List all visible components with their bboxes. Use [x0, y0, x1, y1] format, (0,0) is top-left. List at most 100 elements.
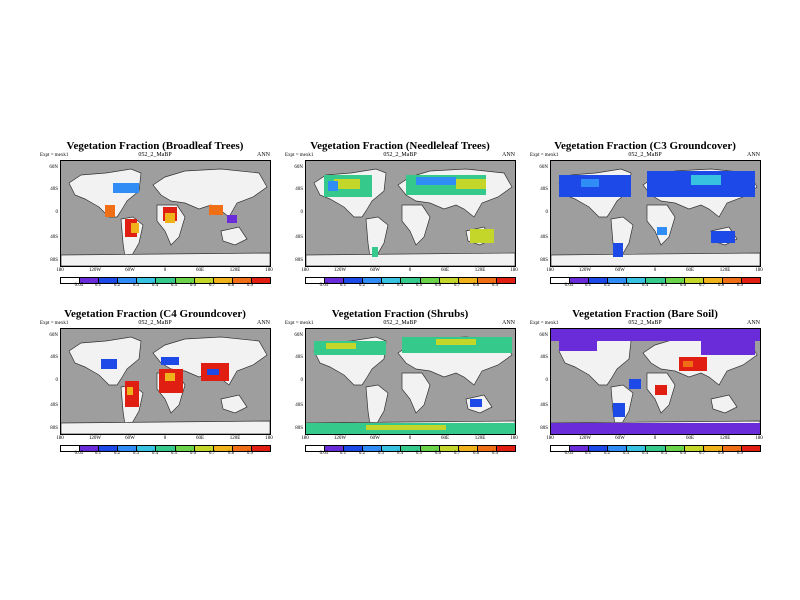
colorbar: [305, 445, 516, 452]
colorbar-swatch: [251, 446, 271, 451]
colorbar-swatch: [194, 446, 214, 451]
lat-label: 0: [55, 210, 59, 215]
season-label: ANN: [257, 152, 270, 158]
lon-label: 0: [408, 436, 412, 441]
colorbar-label: 0.3: [377, 283, 385, 288]
colorbar-swatch: [439, 278, 459, 283]
expt-label: Expt = mexk1: [40, 321, 69, 326]
colorbar-swatch: [665, 446, 685, 451]
lon-label: 0: [408, 268, 412, 273]
lon-label: 120E: [719, 436, 731, 441]
colorbar-swatch: [646, 446, 666, 451]
colorbar-label: 0.6: [679, 451, 687, 456]
colorbar-swatch: [251, 278, 271, 283]
colorbar-swatch: [137, 446, 157, 451]
expt-label: Expt = mexk1: [40, 153, 69, 158]
lon-label: 0: [653, 268, 657, 273]
colorbar-swatch: [608, 278, 628, 283]
colorbar-label: 0.8: [472, 283, 480, 288]
colorbar-label: 0.3: [377, 451, 385, 456]
lon-label: 180: [301, 268, 309, 273]
lon-label: 60E: [440, 436, 450, 441]
colorbar-label: 0.7: [208, 283, 216, 288]
lon-label: 60E: [685, 436, 695, 441]
colorbar-label: 0.7: [698, 451, 706, 456]
colorbar-swatch: [194, 278, 214, 283]
colorbar-swatch: [382, 446, 402, 451]
colorbar-swatch: [551, 446, 571, 451]
colorbar-label: 0.3: [132, 451, 140, 456]
colorbar-label: 0.3: [622, 451, 630, 456]
colorbar-label: 0.9: [491, 451, 499, 456]
lon-label: 180: [265, 436, 273, 441]
colorbar-swatch: [401, 446, 421, 451]
colorbar-swatch: [589, 278, 609, 283]
colorbar-label: 0.6: [434, 283, 442, 288]
lon-label: 120W: [88, 436, 102, 441]
vegetation-overlay: [551, 329, 760, 434]
lon-label: 180: [546, 268, 554, 273]
colorbar-swatch: [608, 446, 628, 451]
colorbar-swatch: [325, 446, 345, 451]
colorbar: [60, 445, 271, 452]
lon-label: 120W: [88, 268, 102, 273]
lon-label: 180: [301, 436, 309, 441]
case-name: 052_2_MaBP: [138, 320, 172, 326]
colorbar-label: 0.5: [660, 451, 668, 456]
colorbar-label: 0.5: [415, 283, 423, 288]
colorbar-swatch: [118, 446, 138, 451]
colorbar-label: 0.05: [564, 283, 574, 288]
world-map: [305, 160, 516, 267]
colorbar-label: 0.05: [564, 451, 574, 456]
lon-label: 120E: [229, 268, 241, 273]
lon-label: 60W: [125, 436, 135, 441]
vegetation-overlay: [324, 175, 494, 257]
lat-label: 80S: [295, 258, 303, 263]
colorbar-label: 0.5: [170, 283, 178, 288]
colorbar-label: 0.1: [94, 451, 102, 456]
lat-label: 80S: [540, 258, 548, 263]
lon-label: 120E: [229, 436, 241, 441]
colorbar-swatch: [665, 278, 685, 283]
panel-title: Vegetation Fraction (Shrubs): [331, 308, 469, 320]
lon-label: 60W: [370, 436, 380, 441]
expt-label: Expt = mexk1: [285, 321, 314, 326]
lon-label: 60W: [370, 268, 380, 273]
colorbar-swatch: [306, 278, 326, 283]
colorbar-label: 0.9: [736, 451, 744, 456]
colorbar-swatch: [703, 278, 723, 283]
colorbar-swatch: [344, 278, 364, 283]
colorbar-label: 0.3: [622, 283, 630, 288]
lon-label: 0: [163, 268, 167, 273]
colorbar-label: 0.5: [660, 283, 668, 288]
colorbar-swatch: [551, 278, 571, 283]
world-map: [305, 328, 516, 435]
colorbar-swatch: [496, 278, 516, 283]
colorbar-label: 0.4: [151, 451, 159, 456]
colorbar-swatch: [118, 278, 138, 283]
colorbar-swatch: [232, 278, 252, 283]
lon-label: 120E: [474, 436, 486, 441]
colorbar-label: 0.2: [358, 451, 366, 456]
colorbar-swatch: [684, 446, 704, 451]
panel-title: Vegetation Fraction (C3 Groundcover): [554, 140, 736, 152]
lon-label: 60W: [125, 268, 135, 273]
colorbar: [305, 277, 516, 284]
colorbar-swatch: [722, 446, 742, 451]
lat-label: 0: [300, 378, 304, 383]
colorbar-swatch: [570, 278, 590, 283]
case-name: 052_2_MaBP: [628, 152, 662, 158]
colorbar-swatch: [99, 446, 119, 451]
colorbar-swatch: [80, 446, 100, 451]
colorbar-swatch: [156, 446, 176, 451]
colorbar-label: 0.2: [113, 451, 121, 456]
colorbar-label: 0.3: [132, 283, 140, 288]
lat-label: 40S: [50, 355, 58, 360]
lon-label: 180: [56, 268, 64, 273]
colorbar-label: 0.9: [246, 451, 254, 456]
world-map: [60, 328, 271, 435]
colorbar-label: 0.1: [584, 451, 592, 456]
colorbar-swatch: [363, 278, 383, 283]
colorbar-label: 0.7: [208, 451, 216, 456]
colorbar-label: 0.7: [453, 283, 461, 288]
